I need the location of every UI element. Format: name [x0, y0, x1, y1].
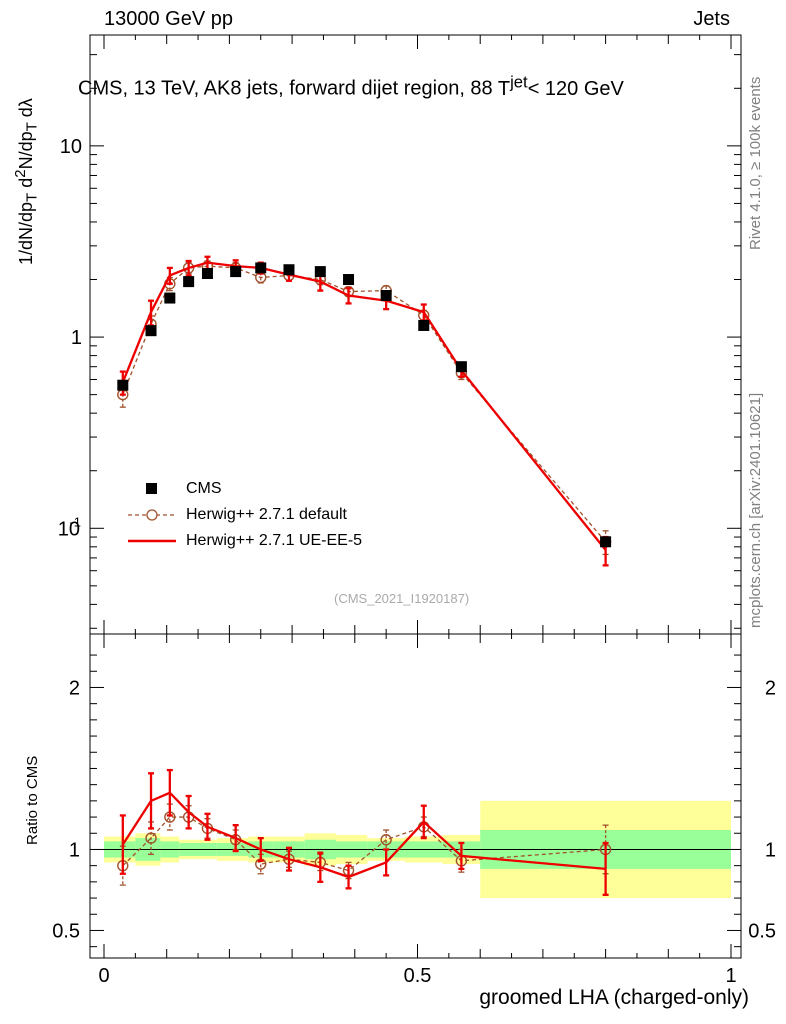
- cms-data-point: [145, 325, 157, 337]
- chart-title: CMS, 13 TeV, AK8 jets, forward dijet reg…: [78, 72, 624, 100]
- analysis-tag: (CMS_2021_I1920187): [334, 591, 470, 606]
- y-tick-label: 1: [71, 327, 82, 349]
- cms-data-point: [343, 274, 355, 286]
- cms-data-point: [418, 319, 430, 331]
- cms-data-point: [380, 289, 392, 301]
- ratio-y-tick-label: 0.5: [52, 920, 80, 942]
- cms-data-point: [183, 276, 195, 288]
- legend-entry-herwig-default: Herwig++ 2.7.1 default: [128, 502, 362, 528]
- cms-data-point: [255, 262, 267, 274]
- y-tick-label-exponent: -1: [69, 514, 81, 529]
- ratio-y-tick-label-right: 2: [765, 677, 776, 699]
- ratio-y-tick-label: 1: [69, 839, 80, 861]
- ratio-herwig-default-point: [145, 832, 157, 844]
- mcplots-source-label: mcplots.cern.ch [arXiv:2401.10621]: [747, 392, 764, 628]
- cms-data-point: [455, 361, 467, 373]
- x-tick-label: 0: [98, 965, 109, 987]
- cms-data-point: [117, 379, 129, 391]
- y-tick-label: 10: [60, 136, 82, 158]
- x-tick-label: 0.5: [404, 965, 432, 987]
- y-tick-label: 10: [58, 518, 80, 540]
- cms-data-point: [283, 264, 295, 276]
- legend-label-herwig-default: Herwig++ 2.7.1 default: [186, 506, 347, 523]
- ratio-y-tick-label-right: 0.5: [748, 920, 776, 942]
- cms-data-point: [230, 266, 242, 278]
- main-y-axis-label: 1/dN/dpT d2N/dpT dλ: [12, 98, 41, 265]
- cms-data-point: [201, 268, 213, 280]
- legend: CMS Herwig++ 2.7.1 default Herwig++ 2.7.…: [128, 476, 362, 554]
- cms-data-point: [314, 266, 326, 278]
- energy-label: 13000 GeV pp: [104, 8, 233, 30]
- ratio-y-axis-label: Ratio to CMS: [24, 755, 41, 845]
- category-label: Jets: [693, 8, 730, 30]
- legend-label-herwig-ue-ee-5: Herwig++ 2.7.1 UE-EE-5: [186, 532, 363, 549]
- legend-entry-cms: CMS: [128, 476, 362, 502]
- legend-entry-herwig-ue-ee-5: Herwig++ 2.7.1 UE-EE-5: [128, 528, 362, 554]
- herwig-default-line: [122, 265, 607, 543]
- ratio-frame: [89, 633, 742, 959]
- cms-data-point: [600, 536, 612, 548]
- ratio-y-tick-label-right: 1: [765, 839, 776, 861]
- herwig-ue-ee-5-line: [121, 261, 607, 551]
- ratio-herwig-default-point: [380, 834, 392, 846]
- x-axis-label: groomed LHA (charged-only): [479, 986, 749, 1009]
- rivet-version-label: Rivet 4.1.0, ≥ 100k events: [747, 76, 764, 250]
- x-tick-label: 1: [725, 965, 736, 987]
- legend-label-cms: CMS: [186, 480, 222, 497]
- ratio-herwig-ue-ee-5-line: [121, 791, 606, 879]
- ratio-y-tick-label: 2: [69, 677, 80, 699]
- cms-data-point: [164, 292, 176, 304]
